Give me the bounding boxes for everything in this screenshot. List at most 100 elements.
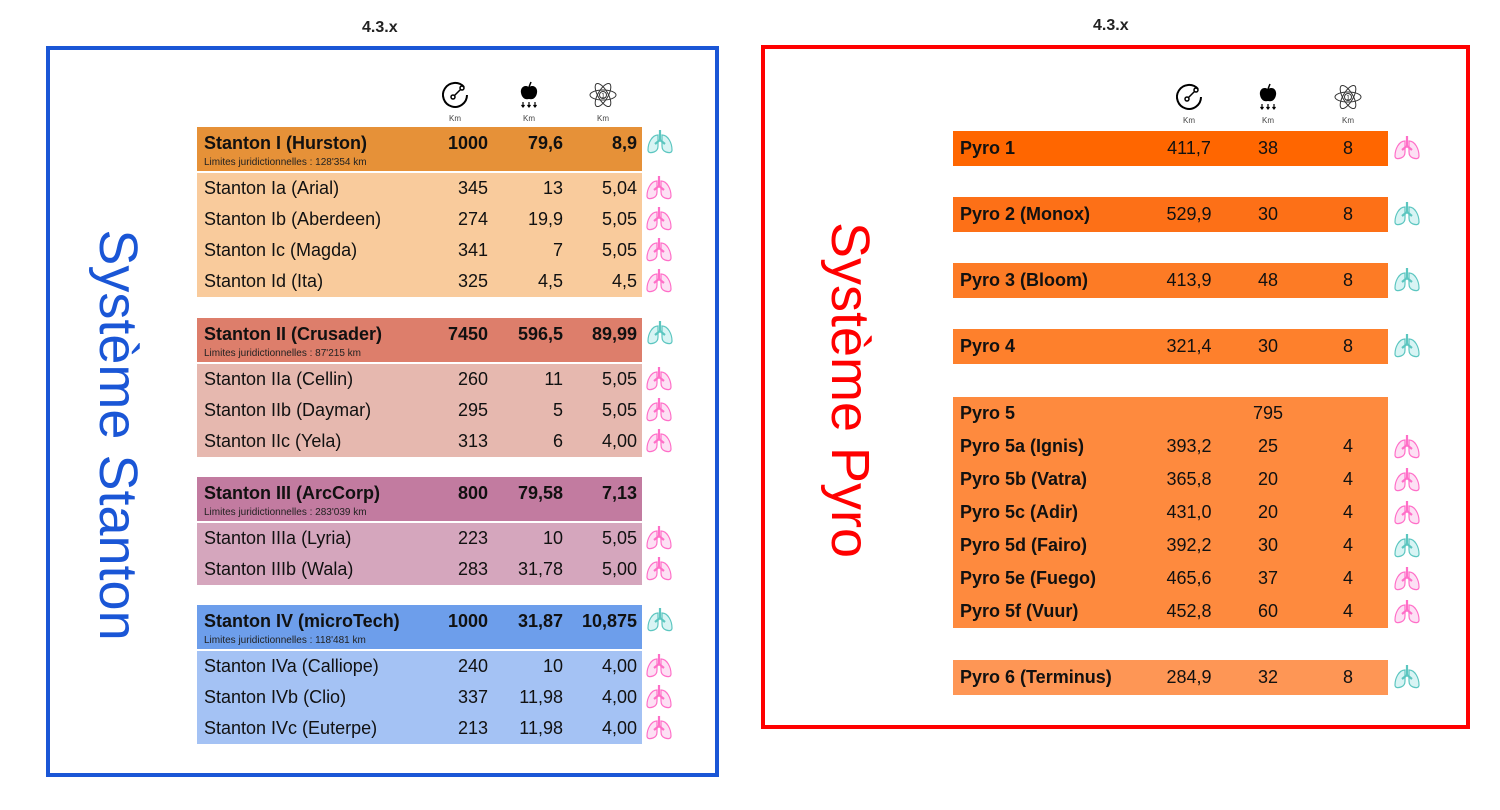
gravity-apple-icon: [1248, 82, 1288, 112]
planet-name: Stanton III (ArcCorp): [204, 482, 380, 503]
planet-row: Pyro 4 321,4 30 8: [953, 329, 1388, 364]
moon-value: 4,00: [601, 687, 637, 707]
lungs-teal-icon: [1393, 267, 1421, 293]
moon-value: 260: [457, 369, 488, 389]
moon-value: 5: [552, 400, 563, 420]
planet-value: 413,9: [1166, 270, 1212, 290]
unit-label: Km: [449, 114, 461, 123]
planet-header-row: Stanton III (ArcCorp) 800 79,58 7,13 Limites…: [197, 477, 642, 521]
gravity-apple-column-header: Km: [1248, 82, 1288, 125]
planet-value: 48: [1257, 270, 1279, 290]
moon-value: 11,98: [519, 718, 563, 738]
moon-name: Stanton IVc (Euterpe): [204, 718, 378, 738]
lungs-pink-icon: [645, 715, 673, 741]
planet-value: 89,99: [591, 323, 637, 344]
moon-name: Stanton Ib (Aberdeen): [204, 209, 382, 229]
unit-label: Km: [1342, 116, 1354, 125]
lungs-teal-icon: [646, 320, 674, 346]
lungs-pink-icon: [1393, 566, 1421, 592]
planet-value: 10,875: [581, 610, 637, 631]
moon-value: 6: [552, 431, 563, 451]
planet-row: Pyro 3 (Bloom) 413,9 48 8: [953, 263, 1388, 298]
planet-value: 452,8: [1166, 601, 1212, 621]
jurisdiction-limits: Limites juridictionnelles : 87'215 km: [204, 348, 361, 359]
lungs-teal-icon: [646, 607, 674, 633]
lungs-teal-icon: [1393, 533, 1421, 559]
moon-value: 19,9: [527, 209, 563, 229]
planet-name: Pyro 4: [960, 336, 1016, 356]
lungs-teal-icon: [1393, 333, 1421, 359]
moon-name: Stanton Ic (Magda): [204, 240, 358, 260]
moon-name: Stanton IIa (Cellin): [204, 369, 354, 389]
planet-name: Pyro 6 (Terminus): [960, 667, 1112, 687]
planet-block: [953, 329, 1388, 364]
moon-name: Stanton IIc (Yela): [204, 431, 342, 451]
planet-value: 321,4: [1166, 336, 1212, 356]
pyro-system-title: Système Pyro: [820, 221, 880, 559]
orbit-radius-icon: [1169, 82, 1209, 112]
lungs-teal-icon: [1393, 201, 1421, 227]
planet-row: Pyro 5a (Ignis) 393,2 25 4: [953, 430, 1388, 463]
planet-value: 8: [1342, 336, 1353, 356]
planet-name: Stanton IV (microTech): [204, 610, 400, 631]
planet-value: 79,58: [517, 482, 563, 503]
moon-value: 345: [457, 178, 488, 198]
planet-row: Pyro 5d (Fairo) 392,2 30 4: [953, 529, 1388, 562]
planet-value: 596,5: [517, 323, 563, 344]
moon-row: Stanton IVc (Euterpe) 213 11,98 4,00: [197, 713, 642, 744]
planet-name: Pyro 5c (Adir): [960, 502, 1079, 522]
planet-value: 37: [1257, 568, 1279, 588]
planet-header-row: Stanton I (Hurston) 1000 79,6 8,9 Limites ju…: [197, 127, 642, 171]
moon-row: Stanton Ia (Arial) 345 13 5,04: [197, 173, 642, 204]
planet-name: Stanton II (Crusader): [204, 323, 383, 344]
lungs-pink-icon: [1393, 434, 1421, 460]
planet-row: Pyro 5e (Fuego) 465,6 37 4: [953, 562, 1388, 595]
moon-value: 5,05: [601, 369, 637, 389]
lungs-teal-icon: [646, 129, 674, 155]
planet-value: 1000: [447, 132, 488, 153]
moon-row: Stanton Id (Ita) 325 4,5 4,5: [197, 266, 642, 297]
moon-row: Stanton IVa (Calliope) 240 10 4,00: [197, 651, 642, 682]
lungs-pink-icon: [1393, 599, 1421, 625]
planet-value: 8,9: [611, 132, 637, 153]
moon-value: 4,00: [601, 656, 637, 676]
jurisdiction-limits: Limites juridictionnelles : 283'039 km: [204, 507, 367, 518]
moon-value: 5,05: [601, 240, 637, 260]
moon-value: 337: [457, 687, 488, 707]
moon-name: Stanton Id (Ita): [204, 271, 324, 291]
planet-value: 30: [1257, 336, 1279, 356]
moon-value: 325: [457, 271, 488, 291]
moon-row: Stanton IVb (Clio) 337 11,98 4,00: [197, 682, 642, 713]
moon-row: Stanton IIIb (Wala) 283 31,78 5,00: [197, 554, 642, 585]
planet-name: Stanton I (Hurston): [204, 132, 367, 153]
lungs-pink-icon: [645, 684, 673, 710]
moon-value: 10: [542, 656, 563, 676]
planet-name: Pyro 5e (Fuego): [960, 568, 1097, 588]
moon-value: 5,05: [601, 400, 637, 420]
planet-name: Pyro 3 (Bloom): [960, 270, 1089, 290]
moon-value: 341: [457, 240, 488, 260]
planet-row: Pyro 5f (Vuur) 452,8 60 4: [953, 595, 1388, 628]
planet-value: 20: [1257, 469, 1279, 489]
moon-row: Stanton Ib (Aberdeen) 274 19,9 5,05: [197, 204, 642, 235]
lungs-teal-icon: [1393, 664, 1421, 690]
planet-block: [953, 131, 1388, 166]
lungs-pink-icon: [645, 556, 673, 582]
planet-value: 529,9: [1166, 204, 1212, 224]
orbit-radius-column-header: Km: [435, 80, 475, 123]
moon-row: Stanton IIa (Cellin) 260 11 5,05: [197, 364, 642, 395]
unit-label: Km: [597, 114, 609, 123]
planet-header-row: Stanton II (Crusader) 7450 596,5 89,99 Limit…: [197, 318, 642, 362]
pyro-panel: [761, 45, 1470, 729]
moon-value: 11: [544, 369, 563, 389]
planet-value: 4: [1342, 502, 1353, 522]
svg-text:1: 1: [601, 94, 605, 100]
moon-value: 4,00: [601, 431, 637, 451]
planet-name: Pyro 1: [960, 138, 1016, 158]
planet-value: 7,13: [601, 482, 637, 503]
planet-name: Pyro 2 (Monox): [960, 204, 1091, 224]
moon-value: 283: [457, 559, 488, 579]
planet-value: 60: [1257, 601, 1279, 621]
moon-name: Stanton IIIb (Wala): [204, 559, 354, 579]
planet-value: 30: [1257, 204, 1279, 224]
